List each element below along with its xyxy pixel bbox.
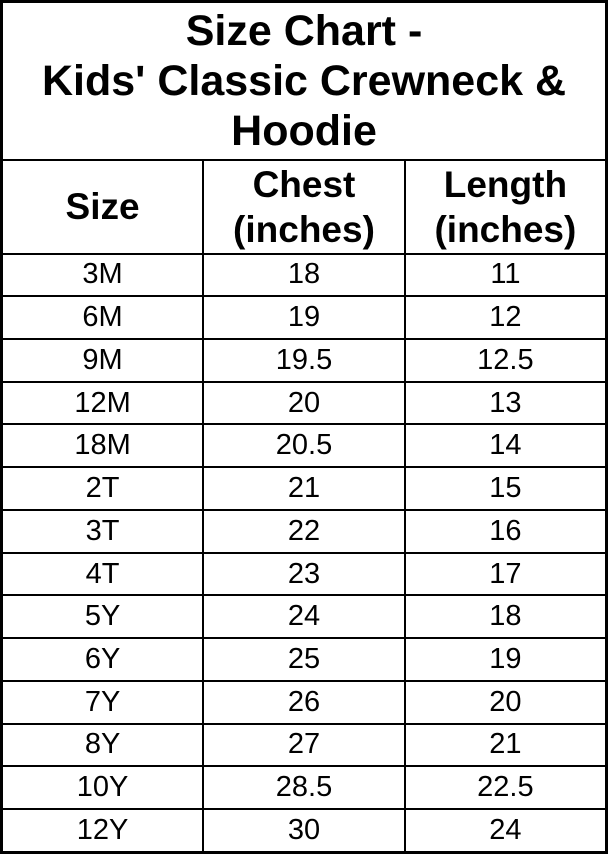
size-cell: 6M [0, 295, 205, 340]
chest-cell: 19.5 [202, 337, 406, 383]
length-cell: 13 [403, 380, 608, 426]
table-row: 18M 20.5 14 [0, 423, 608, 469]
length-cell: 22.5 [403, 765, 608, 811]
length-cell: 14 [403, 423, 608, 469]
length-cell: 19 [403, 637, 608, 682]
table-row: 7Y 26 20 [0, 679, 608, 725]
chest-cell: 23 [202, 551, 406, 597]
table-row: 8Y 27 21 [0, 722, 608, 768]
chest-cell: 26 [202, 679, 406, 725]
chest-cell: 27 [202, 722, 406, 768]
size-cell: 12M [0, 380, 205, 426]
table-row: 2T 21 15 [0, 466, 608, 511]
chest-cell: 24 [202, 594, 406, 640]
chest-cell: 20 [202, 380, 406, 426]
column-header-size: Size [0, 158, 205, 255]
table-row: 6M 19 12 [0, 295, 608, 340]
length-cell: 16 [403, 508, 608, 554]
chest-cell: 19 [202, 295, 406, 340]
length-cell: 21 [403, 722, 608, 768]
length-cell: 12 [403, 295, 608, 340]
size-cell: 4T [0, 551, 205, 597]
length-cell: 18 [403, 594, 608, 640]
size-cell: 2T [0, 466, 205, 511]
chart-title: Size Chart - Kids' Classic Crewneck & Ho… [0, 0, 608, 161]
table-row: 12Y 30 24 [0, 808, 608, 854]
chest-cell: 30 [202, 808, 406, 854]
chest-cell: 28.5 [202, 765, 406, 811]
chest-cell: 21 [202, 466, 406, 511]
size-cell: 3T [0, 508, 205, 554]
chest-cell: 20.5 [202, 423, 406, 469]
length-cell: 15 [403, 466, 608, 511]
size-cell: 10Y [0, 765, 205, 811]
table-row: 10Y 28.5 22.5 [0, 765, 608, 811]
table-row: 9M 19.5 12.5 [0, 337, 608, 383]
table-row: 6Y 25 19 [0, 637, 608, 682]
size-cell: 18M [0, 423, 205, 469]
length-cell: 20 [403, 679, 608, 725]
size-cell: 5Y [0, 594, 205, 640]
table-row: 3T 22 16 [0, 508, 608, 554]
length-cell: 11 [403, 252, 608, 298]
chest-cell: 25 [202, 637, 406, 682]
size-cell: 6Y [0, 637, 205, 682]
length-cell: 24 [403, 808, 608, 854]
length-cell: 17 [403, 551, 608, 597]
table-row: 3M 18 11 [0, 252, 608, 298]
table-row: 12M 20 13 [0, 380, 608, 426]
title-row: Size Chart - Kids' Classic Crewneck & Ho… [0, 0, 608, 161]
size-cell: 3M [0, 252, 205, 298]
column-header-chest: Chest (inches) [202, 158, 406, 255]
length-cell: 12.5 [403, 337, 608, 383]
table-row: 5Y 24 18 [0, 594, 608, 640]
size-cell: 12Y [0, 808, 205, 854]
size-cell: 7Y [0, 679, 205, 725]
column-header-length: Length (inches) [403, 158, 608, 255]
chest-cell: 18 [202, 252, 406, 298]
chest-cell: 22 [202, 508, 406, 554]
table-row: 4T 23 17 [0, 551, 608, 597]
size-cell: 9M [0, 337, 205, 383]
size-cell: 8Y [0, 722, 205, 768]
header-row: Size Chest (inches) Length (inches) [0, 158, 608, 255]
